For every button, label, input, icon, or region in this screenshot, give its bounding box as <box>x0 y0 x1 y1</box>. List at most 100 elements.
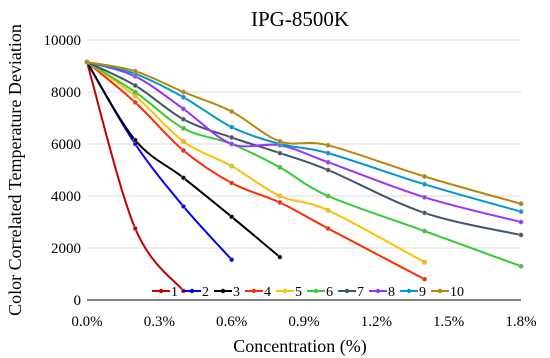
data-point <box>229 135 235 141</box>
legend-label: 10 <box>450 285 464 300</box>
data-point <box>180 125 186 131</box>
legend-marker <box>344 288 350 294</box>
data-point <box>325 207 331 213</box>
x-tick-label: 1.2% <box>361 314 392 330</box>
legend-marker <box>189 288 195 294</box>
legend-marker <box>313 288 319 294</box>
legend-marker <box>158 288 164 294</box>
data-point <box>518 209 524 215</box>
data-point <box>229 109 235 115</box>
y-tick-label: 6000 <box>51 137 81 153</box>
data-point <box>422 228 428 234</box>
data-point <box>325 159 331 165</box>
data-point <box>325 142 331 148</box>
y-tick-label: 8000 <box>51 85 81 101</box>
data-point <box>229 124 235 130</box>
data-point <box>518 232 524 238</box>
data-point <box>277 193 283 199</box>
data-point <box>84 59 90 65</box>
legend-label: 5 <box>295 285 302 300</box>
axes: 0 2000 4000 6000 8000 10000 0.0% 0.3% 0.6% 0.9% 1.… <box>44 33 537 330</box>
data-point <box>422 276 428 282</box>
legend-label: 2 <box>202 285 209 300</box>
x-tick-label: 0.6% <box>216 314 247 330</box>
legend-item: 3 <box>214 285 240 300</box>
data-point <box>325 226 331 232</box>
series-line <box>86 61 522 223</box>
series-line <box>86 61 522 213</box>
x-tick-label: 1.8% <box>505 314 536 330</box>
data-point <box>277 200 283 206</box>
legend-item: 7 <box>338 285 364 300</box>
legend-label: 1 <box>171 285 178 300</box>
data-point <box>229 180 235 186</box>
chart-title: IPG-8500K <box>251 7 349 31</box>
legend-item: 6 <box>307 285 333 300</box>
series-4 <box>84 59 428 282</box>
data-point <box>325 167 331 173</box>
y-tick-label: 10000 <box>44 33 82 49</box>
data-point <box>132 83 138 89</box>
legend-label: 8 <box>388 285 395 300</box>
legend-marker <box>375 288 381 294</box>
x-tick-label: 0.9% <box>288 314 319 330</box>
legend-item: 4 <box>245 285 271 300</box>
y-tick-label: 2000 <box>51 241 81 257</box>
data-point <box>518 219 524 225</box>
data-point <box>229 163 235 169</box>
legend-label: 4 <box>264 285 271 300</box>
legend-marker <box>437 288 443 294</box>
series-5 <box>84 59 428 265</box>
data-point <box>325 193 331 199</box>
data-point <box>422 194 428 200</box>
data-point <box>132 99 138 105</box>
series-line <box>86 61 522 268</box>
y-axis-title: Color Correlated Temperature Deviation <box>5 24 25 316</box>
data-point <box>180 106 186 112</box>
data-point <box>277 150 283 156</box>
legend-label: 7 <box>357 285 364 300</box>
legend-item: 9 <box>400 285 426 300</box>
series-8 <box>84 59 524 225</box>
data-point <box>180 175 186 181</box>
x-tick-label: 0.3% <box>144 314 175 330</box>
data-point <box>180 138 186 144</box>
series-10 <box>84 59 524 207</box>
data-point <box>518 263 524 269</box>
data-point <box>422 181 428 187</box>
x-axis-title: Concentration (%) <box>233 336 366 357</box>
x-tick-label: 1.5% <box>433 314 464 330</box>
data-point <box>180 116 186 122</box>
y-tick-label: 4000 <box>51 189 81 205</box>
legend-marker <box>282 288 288 294</box>
data-point <box>229 214 235 220</box>
data-point <box>518 201 524 207</box>
data-point <box>325 150 331 156</box>
legend-label: 9 <box>419 285 426 300</box>
legend-label: 6 <box>326 285 333 300</box>
data-point <box>229 257 235 263</box>
series-line <box>86 61 185 292</box>
legend: 1 2 3 4 5 6 7 8 9 10 <box>152 285 464 300</box>
legend-item: 10 <box>431 285 464 300</box>
data-point <box>422 174 428 180</box>
data-point <box>422 210 428 216</box>
data-point <box>180 148 186 154</box>
data-point <box>132 137 138 143</box>
series-9 <box>84 59 524 215</box>
legend-label: 3 <box>233 285 240 300</box>
legend-item: 1 <box>152 285 178 300</box>
data-point <box>180 203 186 209</box>
data-point <box>277 164 283 170</box>
data-point <box>422 259 428 265</box>
legend-marker <box>251 288 257 294</box>
legend-item: 5 <box>276 285 302 300</box>
data-point <box>132 89 138 95</box>
data-point <box>132 68 138 74</box>
legend-marker <box>406 288 412 294</box>
x-tick-label: 0.0% <box>71 314 102 330</box>
data-point <box>180 94 186 100</box>
legend-marker <box>220 288 226 294</box>
